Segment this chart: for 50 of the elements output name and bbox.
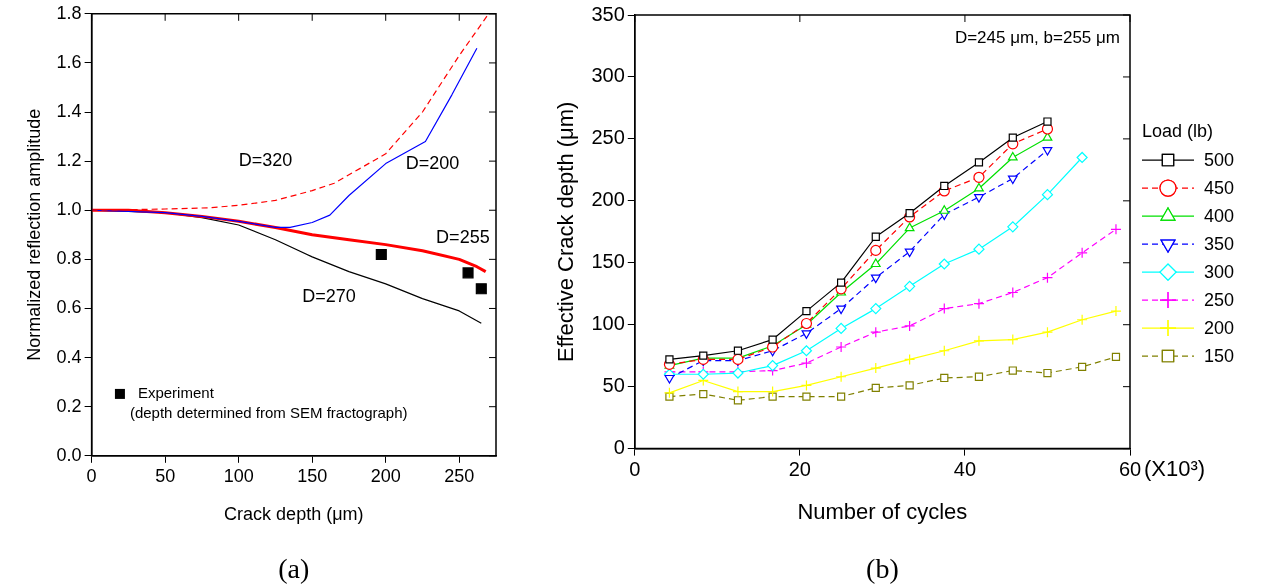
legend-label: 250 xyxy=(1204,290,1235,311)
legend-label: 200 xyxy=(1204,318,1235,339)
y-tick-label: 0.6 xyxy=(56,297,82,318)
x-tick-label: 150 xyxy=(297,465,328,486)
y-tick-label: 1.4 xyxy=(56,100,82,121)
legend-label: 150 xyxy=(1204,346,1235,367)
y-tick-label: 0 xyxy=(613,436,625,459)
x-tick-label: 250 xyxy=(444,465,475,486)
series-label: D=320 xyxy=(238,149,293,170)
series-label: D=255 xyxy=(436,226,490,247)
legend-label: 350 xyxy=(1204,234,1235,255)
y-tick-label: 200 xyxy=(591,188,625,211)
y-tick-label: 150 xyxy=(591,250,625,273)
x-tick-label: 40 xyxy=(953,458,977,481)
x-axis-title: Crack depth (μm) xyxy=(224,504,364,525)
x-axis-title: Number of cycles xyxy=(797,498,968,524)
legend-title: Load (lb) xyxy=(1142,121,1214,142)
legend-label: Experiment (depth determined from SEM fractograph) xyxy=(129,384,408,422)
x-tick-label: 0 xyxy=(629,458,641,481)
y-tick-label: 1.8 xyxy=(56,2,82,23)
y-tick-label: 0.4 xyxy=(56,346,82,367)
x-tick-label: 20 xyxy=(788,458,811,481)
x-tick-label: 60 xyxy=(1118,458,1142,481)
legend-label: 400 xyxy=(1204,206,1235,227)
legend-label: 500 xyxy=(1204,150,1235,171)
legend-label: 450 xyxy=(1204,178,1235,199)
y-axis-title: Normalized reflection amplitude xyxy=(23,108,44,361)
series-label: D=270 xyxy=(302,285,356,306)
y-tick-label: 1.2 xyxy=(56,150,82,171)
y-tick-label: 50 xyxy=(602,374,625,397)
y-tick-label: 0.2 xyxy=(56,395,82,416)
y-tick-label: 250 xyxy=(591,126,625,149)
y-tick-label: 0.8 xyxy=(56,248,82,269)
text: (a) xyxy=(278,553,310,584)
x-tick-label: 50 xyxy=(155,465,176,486)
y-tick-label: 100 xyxy=(591,312,625,335)
y-tick-label: 300 xyxy=(591,64,625,87)
y-tick-label: 0.0 xyxy=(56,444,82,465)
y-tick-label: 1.6 xyxy=(56,51,82,72)
y-tick-label: 350 xyxy=(591,2,625,25)
x-tick-label: 200 xyxy=(370,465,401,486)
series-label: D=200 xyxy=(405,152,460,173)
text: (X10³) xyxy=(1144,455,1206,481)
legend-label: 300 xyxy=(1204,262,1235,283)
x-tick-label: 100 xyxy=(223,465,254,486)
y-axis-title: Effective Crack depth (μm) xyxy=(553,101,579,363)
text: (b) xyxy=(866,553,899,584)
x-tick-label: 0 xyxy=(86,465,97,486)
y-tick-label: 1.0 xyxy=(56,199,82,220)
annotation: D=245 μm, b=255 μm xyxy=(954,28,1120,47)
